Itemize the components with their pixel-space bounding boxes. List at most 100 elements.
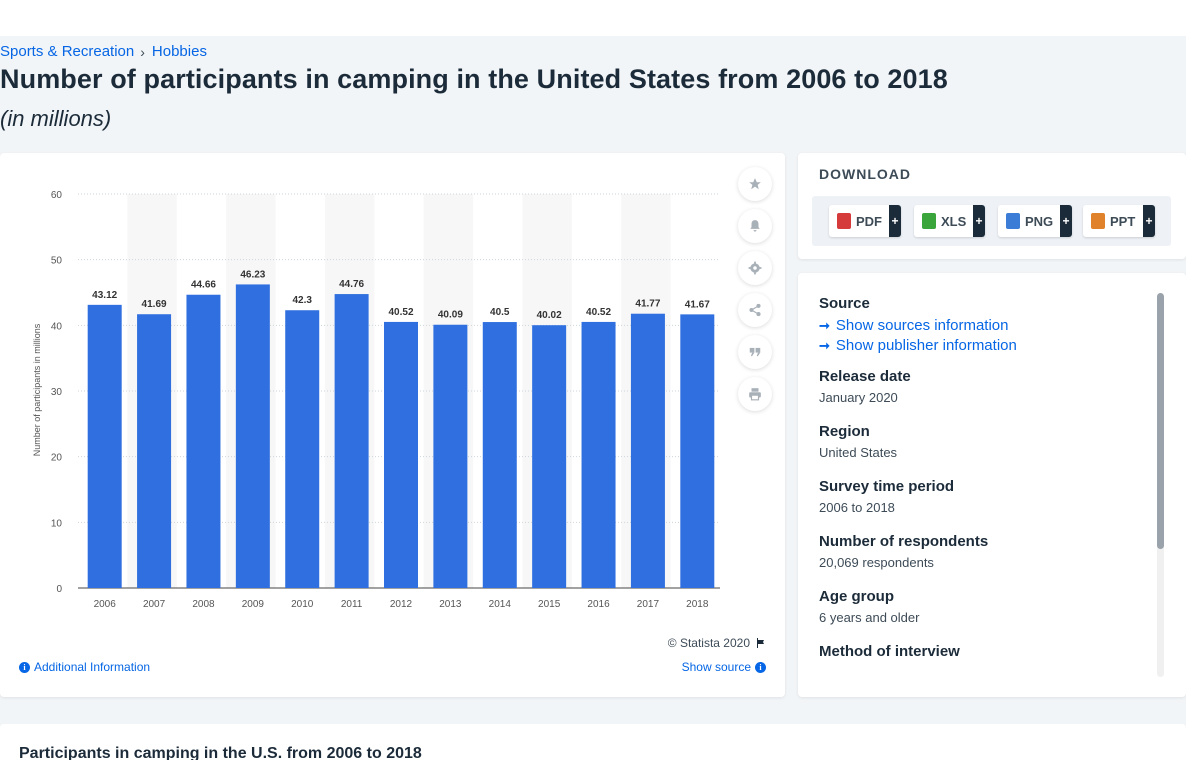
interview-method-label: Method of interview [819,643,960,660]
show-sources-label: Show sources information [835,317,1009,334]
download-xls-label: XLS [941,213,967,229]
page-subtitle: (in millions) [0,106,112,131]
bar [630,313,665,588]
plus-icon: + [1143,205,1155,237]
metadata-scrollbar[interactable] [1157,293,1164,677]
quote-icon[interactable] [738,335,772,369]
plus-icon: + [1060,205,1072,237]
additional-information-link[interactable]: i Additional Information [19,660,150,674]
bar [87,304,122,588]
x-tick-label: 2010 [291,599,314,610]
release-date-label: Release date [819,368,911,385]
show-source-link[interactable]: Show source i [682,660,766,674]
info-icon: i [755,661,766,673]
plus-icon: + [973,205,985,237]
arrow-right-icon: ➞ [819,317,830,333]
region-block: Region United States [819,423,1149,460]
bar [482,322,517,588]
y-axis-label: Number of participants in millions [32,323,42,456]
x-tick-label: 2009 [242,599,265,610]
survey-period-block: Survey time period 2006 to 2018 [819,478,1149,515]
respondents-label: Number of respondents [819,533,989,550]
gear-icon[interactable] [738,251,772,285]
bar-value-label: 40.02 [537,310,562,321]
bar [581,321,616,588]
bar-value-label: 43.12 [92,290,117,301]
bar-value-label: 44.76 [339,279,364,290]
x-tick-label: 2006 [94,599,117,610]
bell-icon[interactable] [738,209,772,243]
bar-value-label: 40.5 [490,307,510,318]
download-ppt-button[interactable]: PPT + [1083,205,1155,237]
download-card: DOWNLOAD PDF + XLS + PNG + PPT + [798,153,1186,259]
survey-period-value: 2006 to 2018 [819,500,895,515]
y-tick-label: 60 [51,190,63,201]
copyright: © Statista 2020 [668,636,767,650]
bar [137,314,172,588]
flag-icon[interactable] [755,637,767,649]
metadata-card: Source ➞ Show sources information ➞ Show… [798,273,1186,697]
show-sources-link[interactable]: ➞ Show sources information [819,317,1149,334]
breadcrumb-separator: › [140,43,145,60]
y-tick-label: 20 [51,453,63,464]
related-title: Participants in camping in the U.S. from… [19,745,422,760]
xls-file-icon [922,213,936,229]
y-tick-label: 0 [56,584,62,595]
source-label: Source [819,295,870,312]
star-icon[interactable] [738,167,772,201]
print-icon[interactable] [738,377,772,411]
bar [680,314,715,588]
y-tick-label: 10 [51,518,63,529]
related-card: Participants in camping in the U.S. from… [0,724,1186,760]
x-tick-label: 2015 [538,599,561,610]
breadcrumb: Sports & Recreation › Hobbies [0,43,207,60]
show-publisher-link[interactable]: ➞ Show publisher information [819,337,1149,354]
bar-value-label: 42.3 [292,295,312,306]
show-source-label: Show source [681,660,751,674]
x-tick-label: 2012 [390,599,413,610]
ppt-file-icon [1091,213,1105,229]
bar [334,294,369,588]
age-group-value: 6 years and older [819,610,920,625]
y-tick-label: 30 [51,387,63,398]
bar [285,310,320,588]
region-value: United States [819,445,898,460]
download-title: DOWNLOAD [819,166,911,182]
bar-value-label: 40.52 [586,307,611,318]
download-png-label: PNG [1025,213,1054,229]
bar [433,324,468,588]
x-tick-label: 2017 [637,599,660,610]
bar [186,294,221,588]
download-xls-button[interactable]: XLS + [914,205,985,237]
bar-value-label: 41.69 [142,299,167,310]
survey-period-label: Survey time period [819,478,955,495]
region-label: Region [819,423,870,440]
pdf-file-icon [837,213,851,229]
release-date-value: January 2020 [819,390,898,405]
respondents-value: 20,069 respondents [819,555,934,570]
bar [235,284,270,588]
respondents-block: Number of respondents 20,069 respondents [819,533,1149,570]
download-pdf-label: PDF [856,213,882,229]
chart-toolbar [738,167,772,419]
breadcrumb-hobbies[interactable]: Hobbies [151,43,207,60]
share-icon[interactable] [738,293,772,327]
breadcrumb-sports-recreation[interactable]: Sports & Recreation [0,43,135,60]
download-ppt-label: PPT [1110,213,1136,229]
source-block: Source ➞ Show sources information ➞ Show… [819,295,1149,354]
scrollbar-thumb[interactable] [1157,293,1164,549]
bar [532,325,567,588]
age-group-block: Age group 6 years and older [819,588,1149,625]
copyright-text: © Statista 2020 [667,636,750,650]
png-file-icon [1006,213,1020,229]
x-tick-label: 2013 [439,599,462,610]
download-pdf-button[interactable]: PDF + [829,205,901,237]
y-tick-label: 50 [51,256,63,267]
metadata-list: Source ➞ Show sources information ➞ Show… [819,295,1149,678]
bar-value-label: 46.23 [240,269,265,280]
bar-value-label: 44.66 [191,280,216,291]
release-date-block: Release date January 2020 [819,368,1149,405]
bar-value-label: 40.52 [388,307,413,318]
page-title: Number of participants in camping in the… [0,64,948,94]
download-png-button[interactable]: PNG + [998,205,1072,237]
